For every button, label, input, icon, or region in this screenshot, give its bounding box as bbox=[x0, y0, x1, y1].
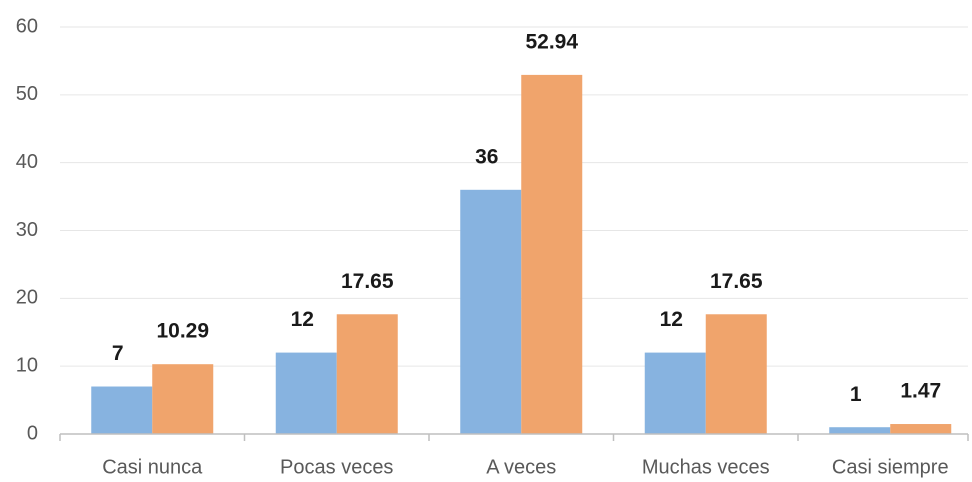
data-label: 17.65 bbox=[341, 270, 394, 293]
bar bbox=[521, 74, 583, 435]
y-tick-label: 50 bbox=[16, 83, 38, 105]
data-label: 1.47 bbox=[900, 380, 941, 403]
data-label: 52.94 bbox=[525, 30, 578, 53]
y-tick-label: 40 bbox=[16, 151, 38, 173]
data-label: 12 bbox=[291, 308, 314, 331]
y-tick-label: 30 bbox=[16, 219, 38, 241]
x-tick-label: Casi siempre bbox=[832, 456, 949, 478]
x-tick-label: Muchas veces bbox=[642, 456, 770, 478]
data-label: 17.65 bbox=[710, 270, 763, 293]
data-label: 12 bbox=[660, 308, 683, 331]
bar bbox=[275, 352, 337, 434]
y-tick-label: 60 bbox=[16, 15, 38, 37]
data-label: 7 bbox=[112, 342, 124, 365]
x-tick-label: A veces bbox=[486, 456, 556, 478]
bar bbox=[336, 314, 398, 434]
bar bbox=[890, 424, 952, 434]
bar bbox=[829, 427, 891, 434]
x-tick-label: Casi nunca bbox=[102, 456, 203, 478]
data-label: 10.29 bbox=[156, 320, 209, 343]
bar bbox=[705, 314, 767, 434]
y-tick-label: 10 bbox=[16, 354, 38, 376]
data-label: 36 bbox=[475, 145, 498, 168]
bar bbox=[152, 364, 214, 434]
y-tick-label: 20 bbox=[16, 287, 38, 309]
y-tick-label: 0 bbox=[27, 422, 38, 444]
bar bbox=[460, 189, 522, 434]
bar bbox=[91, 386, 153, 434]
data-label: 1 bbox=[850, 383, 862, 406]
x-tick-label: Pocas veces bbox=[280, 456, 393, 478]
bar bbox=[644, 352, 706, 434]
